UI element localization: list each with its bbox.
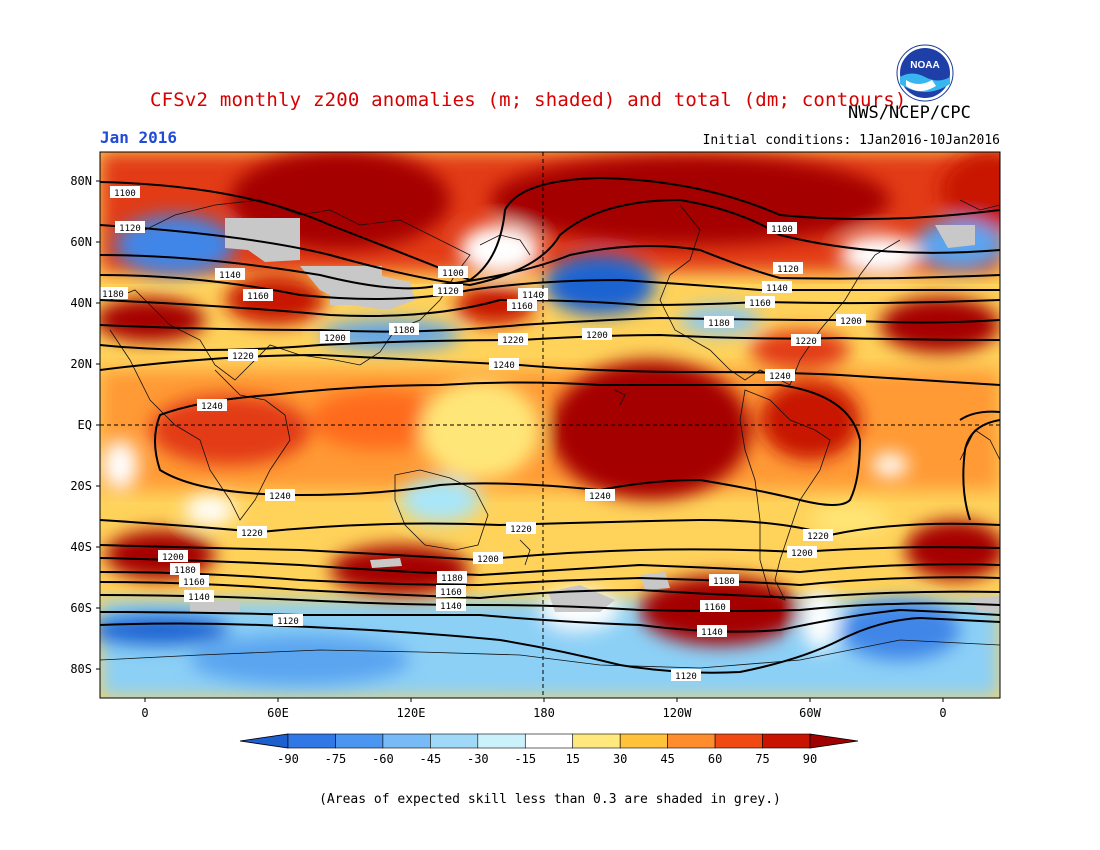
svg-text:1220: 1220 [241, 529, 263, 539]
anomaly-shading: 1100 1120 1140 1180 1160 1180 1200 1220 … [100, 152, 1000, 698]
svg-text:1120: 1120 [437, 287, 459, 297]
svg-text:1100: 1100 [442, 269, 464, 279]
colorbar-cell [762, 733, 811, 749]
svg-text:1200: 1200 [162, 553, 184, 563]
lat-label: 40S [70, 540, 92, 554]
colorbar-label: 30 [613, 752, 627, 766]
svg-text:1160: 1160 [704, 603, 726, 613]
colorbar-label: -15 [514, 752, 536, 766]
svg-text:1160: 1160 [440, 588, 462, 598]
lon-label: 180 [533, 706, 555, 720]
agency-label: NWS/NCEP/CPC [848, 103, 971, 123]
colorbar-label: -75 [325, 752, 347, 766]
svg-text:1200: 1200 [324, 334, 346, 344]
colorbar-arrow-left [239, 733, 289, 749]
colorbar-cell [619, 733, 668, 749]
svg-text:1220: 1220 [510, 525, 532, 535]
svg-text:1140: 1140 [766, 284, 788, 294]
svg-text:1120: 1120 [675, 672, 697, 682]
svg-text:1180: 1180 [713, 577, 735, 587]
colorbar-label: 15 [566, 752, 580, 766]
svg-text:1220: 1220 [232, 352, 254, 362]
skill-note: (Areas of expected skill less than 0.3 a… [319, 792, 781, 807]
svg-text:1220: 1220 [502, 336, 524, 346]
svg-text:1140: 1140 [440, 602, 462, 612]
colorbar-label: -60 [372, 752, 394, 766]
latitude-labels: 80N 60N 40N 20N EQ 20S 40S 60S 80S [70, 174, 92, 676]
lon-label: 120E [397, 706, 426, 720]
lon-label: 60W [799, 706, 821, 720]
colorbar-label: 60 [708, 752, 722, 766]
colorbar-arrow-right [809, 733, 859, 749]
svg-text:1240: 1240 [589, 492, 611, 502]
lat-label: 80S [70, 662, 92, 676]
svg-text:1240: 1240 [769, 372, 791, 382]
svg-text:1240: 1240 [493, 361, 515, 371]
svg-text:1100: 1100 [771, 225, 793, 235]
svg-text:1200: 1200 [791, 549, 813, 559]
svg-text:1200: 1200 [477, 555, 499, 565]
lon-label: 120W [663, 706, 693, 720]
svg-text:1140: 1140 [219, 271, 241, 281]
colorbar-cell [714, 733, 763, 749]
svg-text:1140: 1140 [522, 291, 544, 301]
lat-label: 20N [70, 357, 92, 371]
svg-text:1160: 1160 [247, 292, 269, 302]
colorbar-cell [667, 733, 716, 749]
svg-text:1220: 1220 [807, 532, 829, 542]
svg-text:1240: 1240 [201, 402, 223, 412]
colorbar: -90 -75 -60 -45 -30 -15 15 30 45 60 75 90 [239, 733, 859, 766]
svg-text:1220: 1220 [795, 337, 817, 347]
colorbar-cell [430, 733, 479, 749]
svg-text:1240: 1240 [269, 492, 291, 502]
svg-text:1120: 1120 [777, 265, 799, 275]
axis-ticks [96, 180, 944, 702]
colorbar-label: -90 [277, 752, 299, 766]
colorbar-label: 90 [803, 752, 817, 766]
forecast-month: Jan 2016 [100, 128, 178, 147]
lon-label: 0 [939, 706, 946, 720]
svg-text:1160: 1160 [749, 299, 771, 309]
lon-label: 0 [141, 706, 148, 720]
svg-text:1120: 1120 [119, 224, 141, 234]
lat-label: EQ [78, 418, 92, 432]
colorbar-cell [287, 733, 336, 749]
colorbar-label: 75 [755, 752, 769, 766]
colorbar-label: -30 [467, 752, 489, 766]
svg-text:1180: 1180 [393, 326, 415, 336]
noaa-logo-icon: NOAA [896, 44, 954, 102]
svg-text:1180: 1180 [441, 574, 463, 584]
lat-label: 60S [70, 601, 92, 615]
noaa-logo-text: NOAA [910, 60, 939, 71]
lat-label: 60N [70, 235, 92, 249]
contour-labels: 1100 1120 1140 1180 1160 1180 1200 1220 … [100, 186, 866, 682]
reference-lines [100, 152, 1000, 698]
svg-text:1160: 1160 [183, 578, 205, 588]
svg-text:1160: 1160 [511, 302, 533, 312]
svg-text:1140: 1140 [701, 628, 723, 638]
colorbar-label: -45 [420, 752, 442, 766]
colorbar-cell [335, 733, 384, 749]
colorbar-cell [382, 733, 431, 749]
svg-text:1200: 1200 [840, 317, 862, 327]
initial-conditions: Initial conditions: 1Jan2016-10Jan2016 [702, 133, 1000, 148]
svg-text:1180: 1180 [708, 319, 730, 329]
svg-text:1200: 1200 [586, 331, 608, 341]
svg-text:1120: 1120 [277, 617, 299, 627]
longitude-labels: 0 60E 120E 180 120W 60W 0 [141, 706, 946, 720]
chart-title: CFSv2 monthly z200 anomalies (m; shaded)… [150, 89, 907, 111]
lat-label: 40N [70, 296, 92, 310]
colorbar-label: 45 [660, 752, 674, 766]
svg-text:1140: 1140 [188, 593, 210, 603]
lon-label: 60E [267, 706, 289, 720]
colorbar-cell [524, 733, 574, 749]
lat-label: 20S [70, 479, 92, 493]
colorbar-cell [572, 733, 621, 749]
svg-text:1100: 1100 [114, 189, 136, 199]
lat-label: 80N [70, 174, 92, 188]
svg-text:1180: 1180 [102, 290, 124, 300]
colorbar-cell [477, 733, 526, 749]
svg-text:1180: 1180 [174, 566, 196, 576]
